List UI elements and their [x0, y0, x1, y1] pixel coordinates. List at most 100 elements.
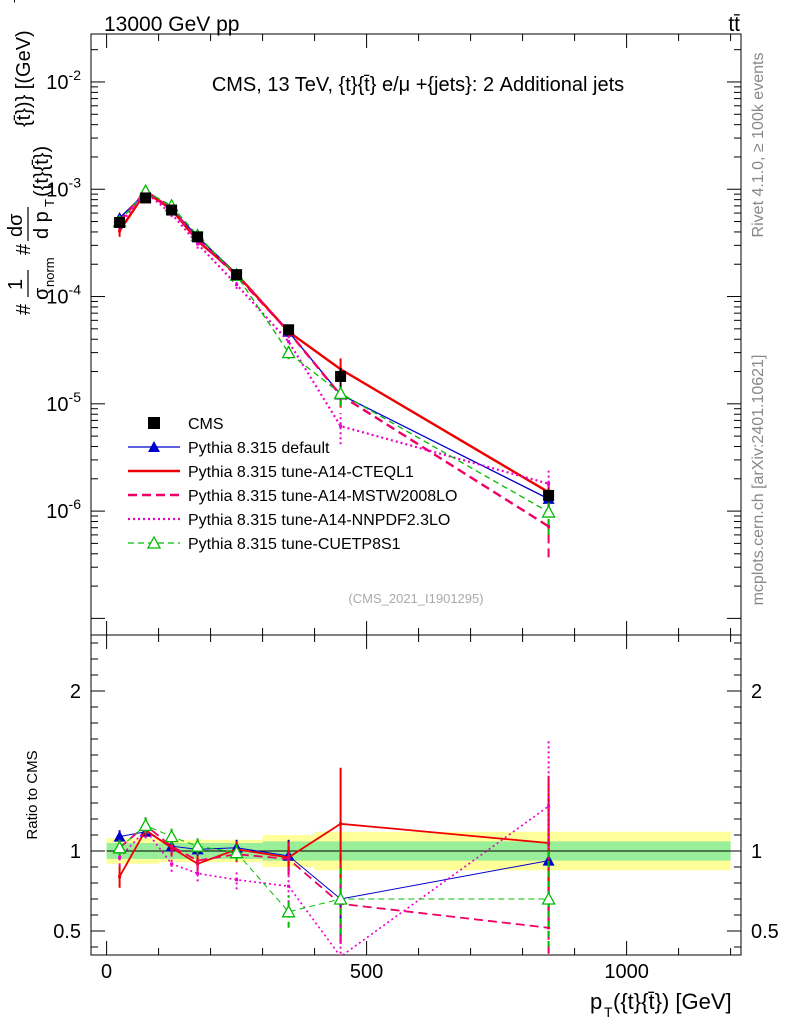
ratio-marker-3: [235, 878, 239, 882]
series-marker-4: [287, 340, 291, 344]
ratio-marker-4: [164, 829, 179, 843]
ratio-y-tick-label-left: 1: [70, 841, 81, 863]
legend-label-1: Pythia 8.315 default: [188, 440, 330, 457]
ylabel-units: {t̄})} [(GeV): [13, 30, 35, 127]
series-marker-5: [281, 345, 296, 359]
ratio-marker-4: [190, 838, 205, 852]
legend-label-2: Pythia 8.315 tune-A14-CTEQL1: [188, 464, 414, 481]
legend-marker-1: [148, 441, 160, 452]
xlabel-rest: ({t}{t̄}) [GeV]: [613, 989, 732, 1014]
x-axis-label: p T ({t}{t̄}) [GeV]: [590, 989, 732, 1020]
rivet-version-label: Rivet 4.1.0, ≥ 100k events: [750, 53, 767, 238]
ratio-marker-1: [339, 822, 343, 826]
xlabel-sub: T: [604, 1004, 613, 1020]
cms-data-point: [283, 324, 295, 336]
ratio-marker-3: [339, 955, 342, 958]
cms-data-point: [543, 489, 555, 501]
ylabel-sigma: σ: [31, 287, 53, 300]
ylabel-pt-arg: ({t}{t̄}): [31, 146, 53, 197]
series-marker-2: [118, 229, 122, 233]
series-marker-4: [235, 283, 239, 287]
ylabel-dsigma: dσ: [5, 213, 27, 237]
series-marker-4: [547, 482, 551, 486]
legend-marker-cms: [148, 417, 160, 429]
mcplots-label: mcplots.cern.ch [arXiv:2401.10621]: [750, 355, 767, 606]
xlabel-p: p: [590, 989, 602, 1014]
ratio-plot-panel: 0.5 0.5 1 1 2 2 0 500 1000: [53, 634, 779, 983]
ratio-line-2: [119, 824, 549, 929]
ratio-plot-frame: [90, 634, 742, 956]
series-marker-4: [196, 242, 200, 246]
ratio-axis-ticks: 0.5 0.5 1 1 2 2 0 500 1000: [53, 635, 779, 983]
main-y-axis-label: # 1 σ norm # dσ d p T ({t}{t̄}) {t̄})} […: [5, 0, 57, 315]
ratio-marker-4: [112, 840, 127, 854]
legend-label-3: Pythia 8.315 tune-A14-MSTW2008LO: [188, 488, 457, 505]
y-tick-label: 10-5: [46, 389, 81, 416]
ratio-y-tick-label-left: 2: [70, 681, 81, 703]
analysis-watermark: (CMS_2021_I1901295): [348, 591, 483, 606]
cms-data-point: [335, 370, 347, 382]
ratio-marker-1: [118, 875, 122, 879]
cms-data-point: [140, 192, 152, 204]
ratio-marker-2: [547, 926, 551, 930]
ratio-y-tick-label-right: 1: [751, 841, 762, 863]
ratio-data-marks: [112, 739, 556, 958]
ratio-marker-3: [170, 862, 174, 866]
y-tick-label: 10-6: [46, 496, 81, 523]
ratio-series-group: [112, 739, 556, 958]
ylabel-norm: norm: [42, 257, 57, 287]
series-line-4: [118, 190, 549, 485]
ratio-marker-0: [113, 830, 126, 842]
ratio-y-tick-label-left: 0.5: [53, 921, 81, 943]
ratio-marker-3: [196, 871, 200, 875]
y-tick-label: 10-2: [46, 67, 81, 94]
ratio-marker-2: [170, 844, 174, 848]
cms-data-point: [114, 216, 126, 228]
legend-marker-5: [146, 535, 162, 549]
series-line-2: [118, 190, 550, 494]
y-tick-label: 10-4: [46, 282, 81, 309]
header-beam-label: 13000 GeV pp: [104, 13, 239, 36]
ratio-marker-4: [281, 904, 296, 918]
ratio-y-axis-label: Ratio to CMS: [24, 750, 41, 839]
cms-data-point: [166, 204, 178, 216]
ylabel-pt-sub: T: [42, 199, 57, 207]
ylabel-hash-2: #: [13, 243, 35, 255]
main-y-ticks: 10-2 10-3 10-4 10-5 10-6: [46, 34, 741, 635]
ratio-marker-4: [138, 818, 153, 832]
ratio-marker-3: [547, 804, 551, 808]
ylabel-one: 1: [5, 279, 27, 290]
main-plot-panel: 10-2 10-3 10-4 10-5 10-6 CMS, 13 TeV, {t}{t̄…: [46, 33, 742, 636]
series-marker-5: [333, 386, 348, 400]
x-tick-label: 0: [101, 961, 112, 983]
legend-label-0: CMS: [188, 416, 224, 433]
ratio-y-tick-label-right: 2: [751, 681, 762, 703]
ratio-marker-2: [287, 857, 291, 861]
x-tick-label: 1000: [604, 961, 649, 983]
series-marker-5: [541, 504, 556, 518]
ylabel-hash-1: #: [13, 303, 35, 315]
ratio-marker-4: [333, 891, 348, 905]
header-process-label: tt̄: [728, 13, 740, 36]
legend: CMS Pythia 8.315 default Pythia 8.315 tune…: [128, 416, 457, 553]
x-tick-label: 500: [350, 961, 383, 983]
main-data-marks: [112, 183, 556, 558]
plot-title: CMS, 13 TeV, {t}{t̄} e/μ +{jets}: 2 Addi…: [212, 74, 624, 96]
legend-label-4: Pythia 8.315 tune-A14-NNPDF2.3LO: [188, 512, 450, 529]
cms-data-point: [231, 269, 243, 281]
ratio-marker-3: [118, 855, 122, 859]
cms-data-point: [192, 231, 204, 243]
series-marker-3: [547, 524, 551, 528]
ratio-marker-2: [196, 859, 200, 863]
ratio-marker-4: [229, 845, 244, 859]
ratio-line-4: [119, 824, 549, 913]
y-tick-label: 10-3: [46, 174, 81, 201]
ylabel-dpt: d p: [31, 211, 53, 239]
legend-label-5: Pythia 8.315 tune-CUETP8S1: [188, 536, 401, 553]
ratio-marker-4: [541, 891, 556, 905]
ratio-y-tick-label-right: 0.5: [751, 921, 779, 943]
series-marker-4: [339, 424, 343, 428]
ratio-marker-3: [287, 884, 291, 888]
ylabel-units-exp: -1: [6, 0, 21, 3]
